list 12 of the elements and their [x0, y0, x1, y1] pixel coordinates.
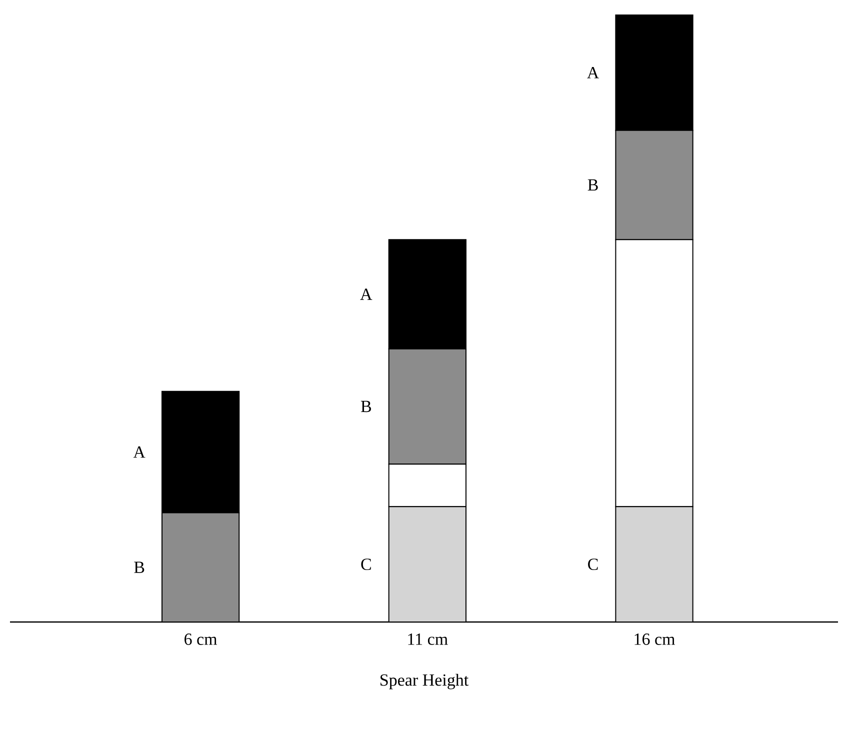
x-tick-label: 6 cm — [184, 634, 218, 645]
x-tick-label: 16 cm — [634, 634, 675, 645]
text: A — [360, 288, 372, 300]
series-label: A — [133, 446, 146, 458]
text: C — [361, 558, 371, 570]
text: B — [588, 179, 598, 191]
text: A — [587, 67, 600, 78]
text: B — [360, 400, 371, 412]
series-label: C — [588, 558, 598, 570]
series-label: B — [134, 562, 144, 573]
x-tick-label: 11 cm — [408, 634, 448, 645]
x-axis-title: Spear Height — [380, 674, 469, 690]
